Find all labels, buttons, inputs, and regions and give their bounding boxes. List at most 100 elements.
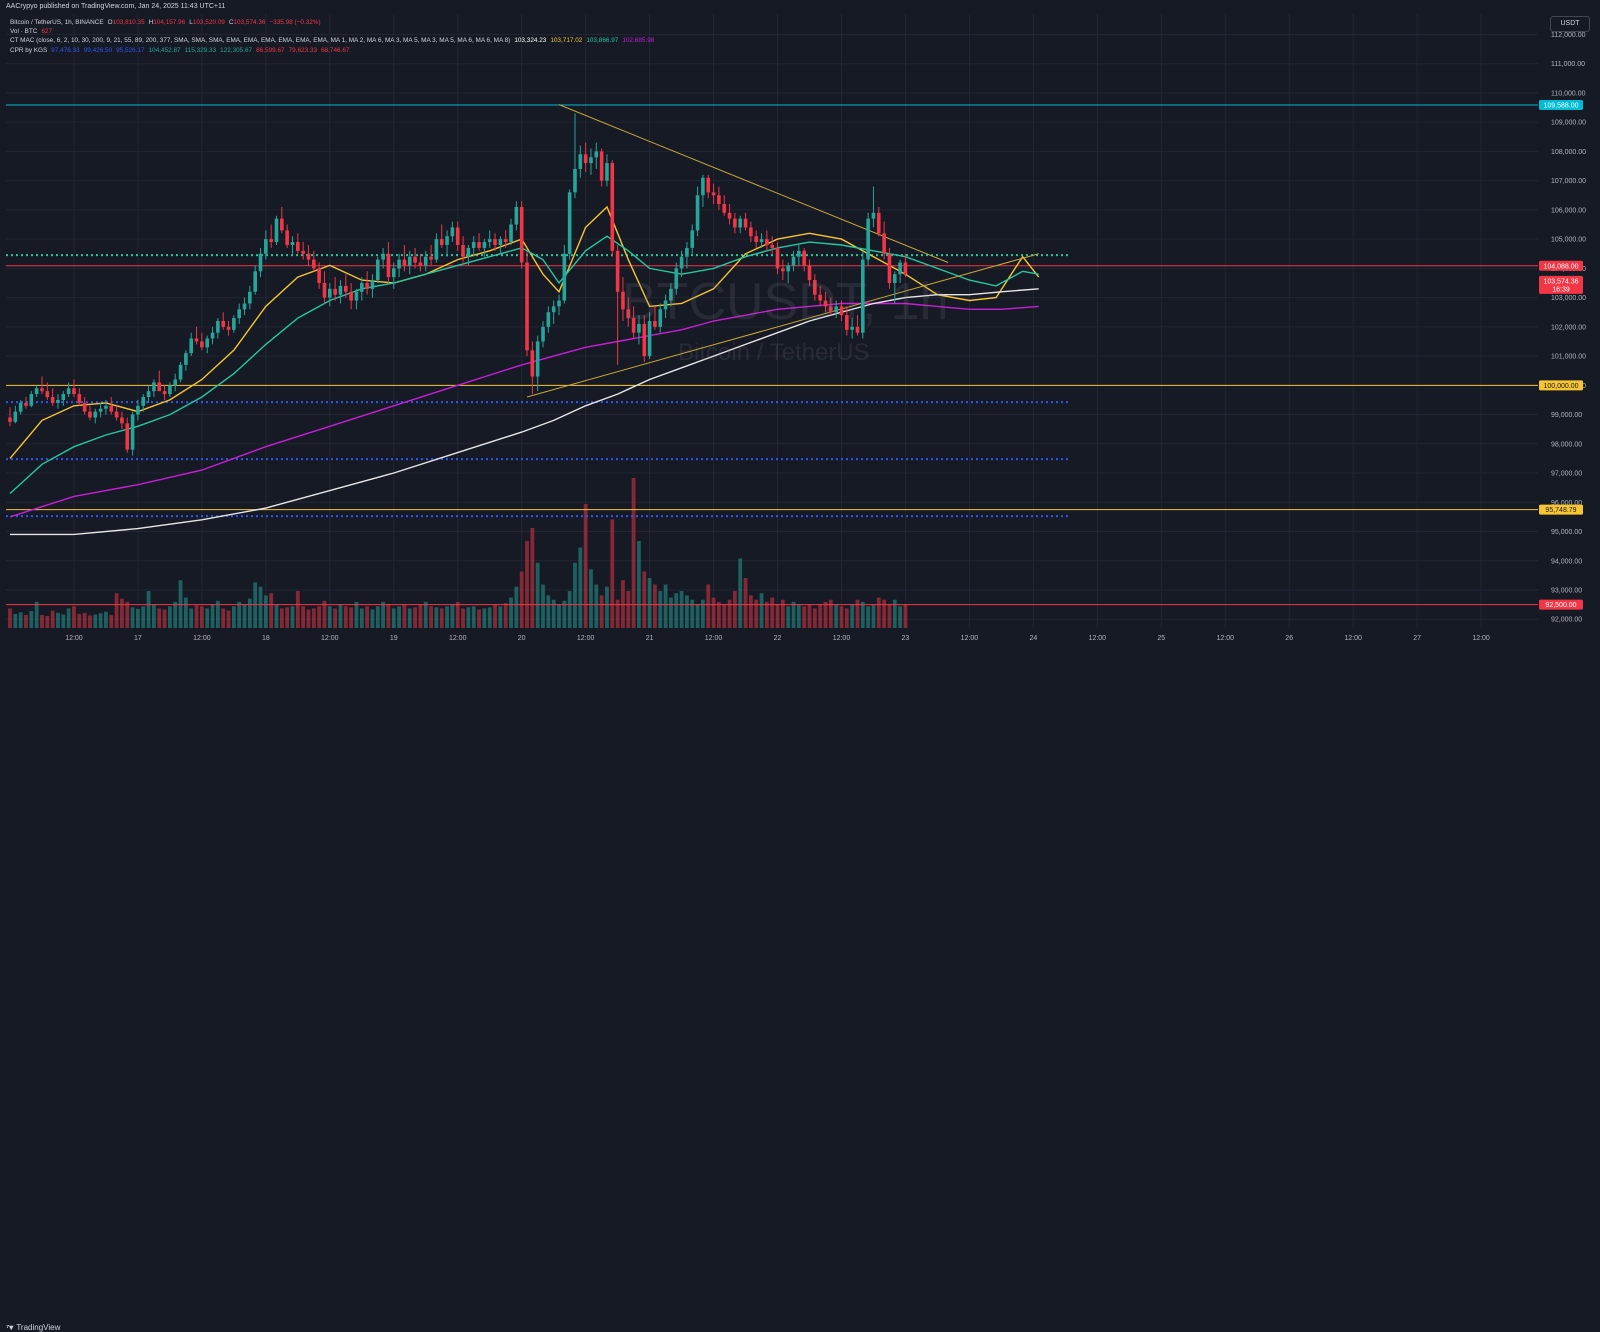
candle-body	[653, 321, 657, 327]
volume-bar	[226, 610, 231, 628]
tradingview-logo-icon: ⁷▾	[6, 1323, 14, 1332]
currency-selector[interactable]: USDT	[1550, 16, 1590, 32]
level-price-label: 100,000.00	[1543, 383, 1578, 390]
candle-body	[88, 411, 92, 418]
price-axis-label: 108,000.00	[1551, 149, 1586, 156]
candle-body	[216, 321, 220, 333]
volume-bar	[818, 604, 823, 628]
volume-bar	[770, 597, 775, 628]
candle-body	[333, 288, 337, 295]
volume-bar	[263, 595, 268, 628]
mac-value: 103,866.97	[586, 37, 619, 45]
candle-body	[791, 256, 796, 266]
volume-bar	[242, 604, 247, 628]
chart-legend: Bitcoin / TetherUS, 1h, BINANCE O103,810…	[10, 18, 654, 55]
volume-bar	[8, 608, 12, 628]
candle-body	[738, 218, 743, 228]
mac-value: 102,685.98	[622, 37, 655, 45]
level-price-label-bg	[1539, 260, 1583, 271]
volume-bar	[98, 613, 103, 628]
candle-body	[781, 268, 785, 272]
candle-body	[301, 250, 305, 254]
volume-bar	[381, 601, 385, 628]
volume-bar	[391, 608, 396, 628]
watermark-symbol: BTCUSDT, 1h	[622, 273, 949, 331]
candle-body	[775, 247, 780, 269]
cpr-indicator-label[interactable]: CPR by KGS	[10, 46, 48, 54]
volume-bar	[764, 601, 769, 628]
volume-label[interactable]: Vol · BTC	[10, 28, 38, 36]
level-price-label-bg	[1539, 380, 1583, 391]
price-axis[interactable]: 112,000.00 111,000.00 110,000.00 109,000.00…	[1538, 14, 1600, 650]
price-axis-label: 95,000.00	[1551, 529, 1582, 536]
candle-body	[898, 262, 902, 275]
tradingview-logo[interactable]: ⁷▾ TradingView	[6, 1323, 60, 1332]
trendline	[526, 253, 1039, 398]
candle-body	[258, 253, 263, 272]
candles	[8, 113, 908, 456]
candle-body	[487, 239, 492, 243]
volume-bar	[573, 562, 577, 628]
price-axis-label: 110,000.00	[1551, 90, 1586, 97]
time-axis-label: 20	[518, 635, 526, 642]
time-axis-label: 12:00	[961, 635, 979, 642]
volume-bar	[359, 608, 364, 628]
volume-bar	[269, 593, 274, 628]
volume-bar	[551, 599, 556, 628]
volume-bar	[594, 584, 599, 628]
candle-body	[541, 326, 545, 342]
time-axis-label: 27	[1413, 635, 1421, 642]
level-price-label-bg	[1539, 99, 1583, 110]
volume-bar	[807, 604, 812, 628]
mac-indicator-label[interactable]: CT MAC (close, 6, 2, 10, 30, 200, 9, 21,…	[10, 37, 511, 45]
candle-body	[242, 303, 247, 310]
candle-body	[823, 300, 828, 307]
level-price-label: 109,588.00	[1543, 103, 1578, 110]
candle-body	[221, 321, 225, 327]
ohlc-close: C103,574.36	[229, 18, 266, 27]
symbol-title[interactable]: Bitcoin / TetherUS, 1h, BINANCE	[10, 19, 104, 26]
volume-bar	[157, 608, 162, 628]
volume-bar	[535, 562, 540, 628]
time-axis-label: 18	[262, 635, 270, 642]
volume-bar	[93, 614, 98, 628]
candle-body	[765, 239, 769, 245]
candle-body	[61, 394, 66, 400]
volume-bar	[82, 612, 87, 628]
candle-body	[658, 309, 663, 327]
legend-mac-row[interactable]: CT MAC (close, 6, 2, 10, 30, 200, 9, 21,…	[10, 36, 654, 45]
candle-body	[173, 379, 178, 386]
candle-body	[200, 341, 204, 348]
volume-bar	[823, 601, 828, 628]
volume-bar	[18, 612, 23, 628]
price-chart[interactable]: 12:00 17 12:00 18 12:00 19 12:00 20 12:00 21 12:00…	[0, 0, 1600, 676]
legend-cpr-row[interactable]: CPR by KGS 97,476.33 99,426.50 95,526.17 10…	[10, 46, 654, 55]
candle-body	[535, 341, 540, 377]
candle-body	[184, 353, 188, 365]
mac-indicator-values: 103,324.23 103,717.02 103,866.97 102,685.98	[514, 36, 654, 45]
volume-bar	[759, 593, 764, 628]
volume-bar	[674, 593, 679, 628]
candle-body	[72, 388, 76, 395]
candle-body	[887, 253, 892, 283]
time-axis-label: 21	[646, 635, 654, 642]
candle-body	[551, 306, 556, 313]
candle-body	[194, 338, 199, 342]
moving-averages	[9, 205, 1040, 536]
volume-bar	[802, 606, 807, 628]
candle-body	[525, 262, 529, 351]
volume-bar	[903, 604, 908, 628]
legend-symbol-row[interactable]: Bitcoin / TetherUS, 1h, BINANCE O103,810…	[10, 18, 654, 27]
candle-body	[407, 256, 412, 266]
legend-volume-row[interactable]: Vol · BTC 627	[10, 27, 654, 36]
candle-body	[669, 288, 673, 301]
candle-body	[599, 151, 604, 181]
candle-body	[104, 405, 108, 409]
volume-bar	[141, 606, 146, 628]
volume-bar	[274, 604, 279, 628]
candle-body	[226, 326, 231, 330]
candle-body	[557, 300, 561, 307]
volume-bar	[471, 606, 476, 628]
candle-body	[514, 206, 519, 225]
volume-bar	[455, 601, 460, 628]
